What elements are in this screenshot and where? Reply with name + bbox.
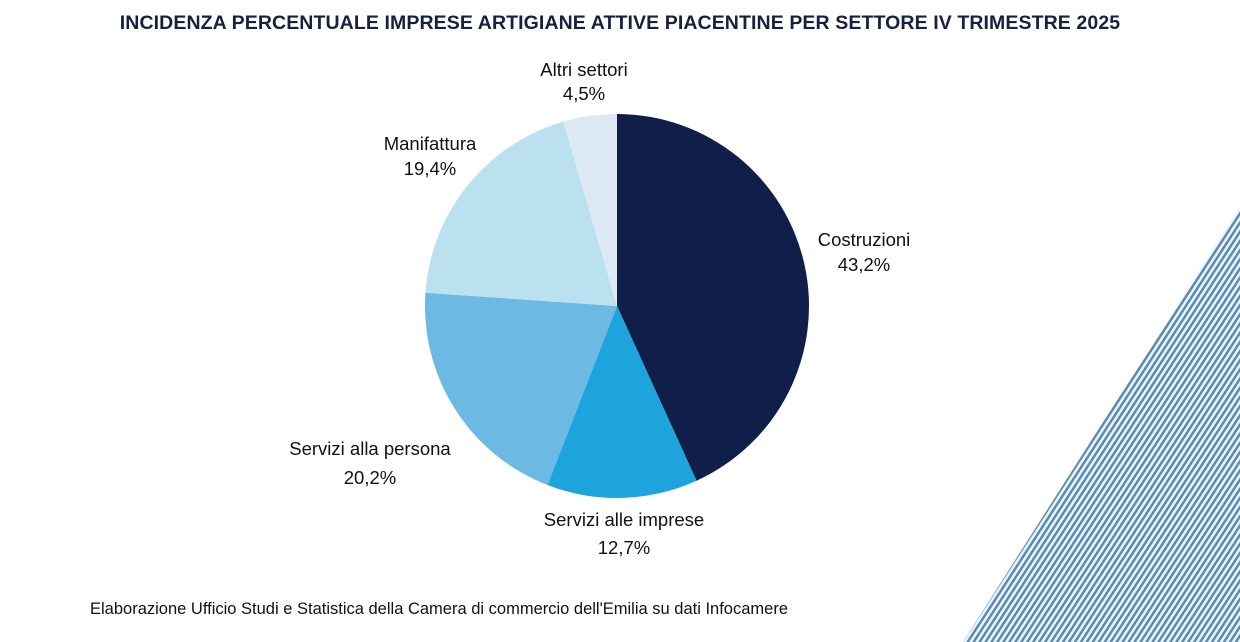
label-servizi-alla-persona: Servizi alla persona [289,438,451,459]
pie-slice-altri-settori [563,113,617,306]
label-manifattura: Manifattura [384,133,477,154]
label-servizi-alle-imprese: Servizi alle imprese [544,509,704,530]
label-costruzioni: Costruzioni [818,229,911,250]
pie-slice-servizi-alla-persona [425,292,617,485]
value-servizi-alla-persona: 20,2% [344,467,396,488]
value-servizi-alle-imprese: 12,7% [598,537,650,558]
value-altri-settori: 4,5% [563,83,605,104]
value-costruzioni: 43,2% [838,254,890,275]
value-manifattura: 19,4% [404,158,456,179]
label-altri-settori: Altri settori [540,59,627,80]
striped-triangle-decoration [963,207,1240,642]
pie-slice-costruzioni [617,114,809,481]
pie-slice-manifattura [425,121,617,307]
source-note: Elaborazione Ufficio Studi e Statistica … [90,600,788,618]
chart-title: INCIDENZA PERCENTUALE IMPRESE ARTIGIANE … [119,12,1121,34]
pie-slice-servizi-alle-imprese [547,306,697,499]
